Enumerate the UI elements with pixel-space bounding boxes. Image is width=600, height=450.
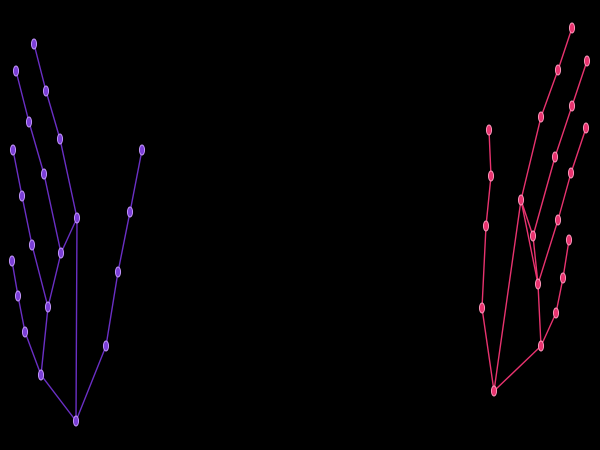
left-hand-joint-i2 [40, 168, 48, 180]
right-hand-joint-a1 [554, 214, 562, 226]
left-hand-joint-m4 [9, 144, 17, 156]
left-hand-joint-p3 [42, 85, 50, 97]
right-hand-bone-b2-b3 [571, 60, 588, 107]
right-hand-joint-t3 [487, 170, 495, 182]
left-hand-joint-i1 [57, 247, 65, 259]
right-hand-bone-a0-b0 [532, 235, 539, 285]
right-hand-joint-c0 [517, 194, 525, 206]
left-hand-bone-m2-m3 [21, 195, 33, 246]
left-hand-bone-r3-r4 [11, 260, 19, 297]
left-hand-joint-p4 [30, 38, 38, 50]
right-hand-bone-wrist-c0 [493, 199, 522, 392]
left-hand-bone-i2-i3 [28, 121, 45, 175]
left-hand-bone-wrist-i0 [75, 217, 78, 422]
right-hand-joint-a0 [534, 278, 542, 290]
right-hand-joint-t1 [478, 302, 486, 314]
left-hand-joint-m3 [18, 190, 26, 202]
left-hand-bone-t2-t3 [117, 211, 131, 273]
left-hand-bone-r1-r2 [24, 331, 42, 376]
right-hand-bone-b0-c0 [520, 199, 534, 237]
left-hand-joint-t1 [102, 340, 110, 352]
right-hand-joint-c2 [554, 64, 562, 76]
left-hand-bone-r1-m1 [40, 306, 49, 376]
right-hand-bone-a2-a3 [570, 127, 587, 174]
right-hand-joint-k2 [552, 307, 560, 319]
left-hand-joint-t3 [126, 206, 134, 218]
left-hand-joint-i3 [25, 116, 33, 128]
left-hand-joint-p2 [56, 133, 64, 145]
right-hand [478, 22, 591, 397]
left-hand-bone-r2-r3 [17, 295, 26, 333]
right-hand-joint-b1 [551, 151, 559, 163]
right-hand-joint-t2 [482, 220, 490, 232]
left-hand-joint-r2 [21, 326, 29, 338]
right-hand-joint-b3 [583, 55, 591, 67]
left-hand-bone-i1-i2 [43, 173, 62, 254]
left-hand-bone-t1-t2 [105, 271, 119, 347]
right-hand-bone-c0-a0 [520, 199, 539, 285]
left-hand-joint-i4 [12, 65, 20, 77]
right-hand-bone-k1-k2 [540, 312, 557, 347]
left-hand-joint-r4 [8, 255, 16, 267]
left-hand-joint-m1 [44, 301, 52, 313]
right-hand-bone-k1-a0 [537, 283, 542, 347]
left-hand-joint-m2 [28, 239, 36, 251]
right-hand-bone-b1-b2 [554, 105, 573, 158]
right-hand-joint-b0 [529, 230, 537, 242]
left-hand-joint-r3 [14, 290, 22, 302]
left-hand [8, 38, 146, 427]
right-hand-joint-a2 [567, 167, 575, 179]
right-hand-joint-c3 [568, 22, 576, 34]
right-hand-bone-t2-t3 [485, 175, 492, 227]
hands-layer [8, 22, 591, 427]
right-hand-joint-c1 [537, 111, 545, 123]
left-hand-bone-wrist-t1 [75, 345, 107, 422]
left-hand-bone-m3-m4 [12, 149, 23, 197]
right-hand-bone-c1-c2 [540, 69, 559, 118]
left-hand-bone-m1-m2 [31, 244, 49, 308]
left-hand-bone-t3-t4 [129, 149, 143, 213]
right-hand-joint-b2 [568, 100, 576, 112]
right-hand-bone-c0-c1 [520, 116, 542, 201]
left-hand-bone-i1-m1 [47, 252, 62, 308]
right-hand-bone-t1-t2 [481, 225, 487, 309]
right-hand-bone-k3-k4 [562, 239, 570, 279]
left-hand-bone-i0-p2 [59, 138, 78, 219]
right-hand-bone-k2-k3 [555, 277, 564, 314]
right-hand-joint-a3 [582, 122, 590, 134]
left-hand-bone-p3-p4 [33, 43, 47, 92]
left-hand-bone-p2-p3 [45, 90, 61, 140]
right-hand-bone-t3-t4 [488, 129, 492, 177]
left-hand-joint-r1 [37, 369, 45, 381]
right-hand-bone-b0-b1 [532, 156, 556, 237]
right-hand-joint-wrist [490, 385, 498, 397]
left-hand-bone-i0-i1 [60, 217, 78, 254]
left-hand-joint-wrist [72, 415, 80, 427]
left-hand-joint-t2 [114, 266, 122, 278]
right-hand-bone-a1-a2 [557, 172, 572, 221]
left-hand-joint-t4 [138, 144, 146, 156]
right-hand-joint-t4 [485, 124, 493, 136]
right-hand-bone-wrist-k1 [493, 345, 542, 392]
left-hand-bone-i3-i4 [15, 70, 30, 123]
right-hand-bone-wrist-t1 [481, 307, 495, 392]
right-hand-bone-a0-a1 [537, 219, 559, 285]
right-hand-bone-c2-c3 [557, 27, 573, 71]
left-hand-joint-i0 [73, 212, 81, 224]
right-hand-joint-k1 [537, 340, 545, 352]
right-hand-joint-k3 [559, 272, 567, 284]
left-hand-bone-wrist-r1 [40, 374, 77, 422]
right-hand-joint-k4 [565, 234, 573, 246]
